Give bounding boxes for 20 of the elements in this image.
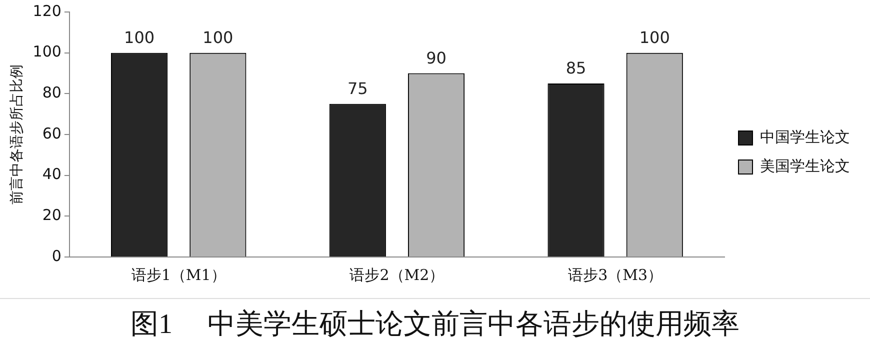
data-label: 90 [426, 48, 446, 68]
data-label: 100 [124, 28, 155, 47]
legend-label: 中国学生论文 [760, 128, 850, 146]
y-tick-label: 80 [42, 84, 62, 102]
data-label: 85 [566, 58, 586, 78]
y-tick-label: 20 [42, 206, 62, 224]
data-label: 100 [639, 28, 670, 47]
data-label: 75 [347, 79, 368, 98]
y-axis-title: 前言中各语步所占比例 [9, 64, 26, 204]
y-tick-label: 0 [52, 246, 62, 265]
y-tick-label: 100 [32, 42, 62, 61]
x-tick-label: 语步1（M1） [131, 266, 226, 284]
x-tick-label: 语步3（M3） [568, 266, 663, 284]
text: 图1 中美学生硕士论文前言中各语步的使用频率 [130, 308, 740, 342]
data-label: 100 [202, 28, 234, 47]
y-tick-label: 120 [32, 2, 62, 20]
x-tick-label: 语步2（M2） [350, 266, 444, 284]
y-tick-label: 60 [42, 124, 62, 142]
legend-label: 美国学生论文 [760, 156, 850, 175]
y-tick-label: 40 [42, 165, 62, 184]
